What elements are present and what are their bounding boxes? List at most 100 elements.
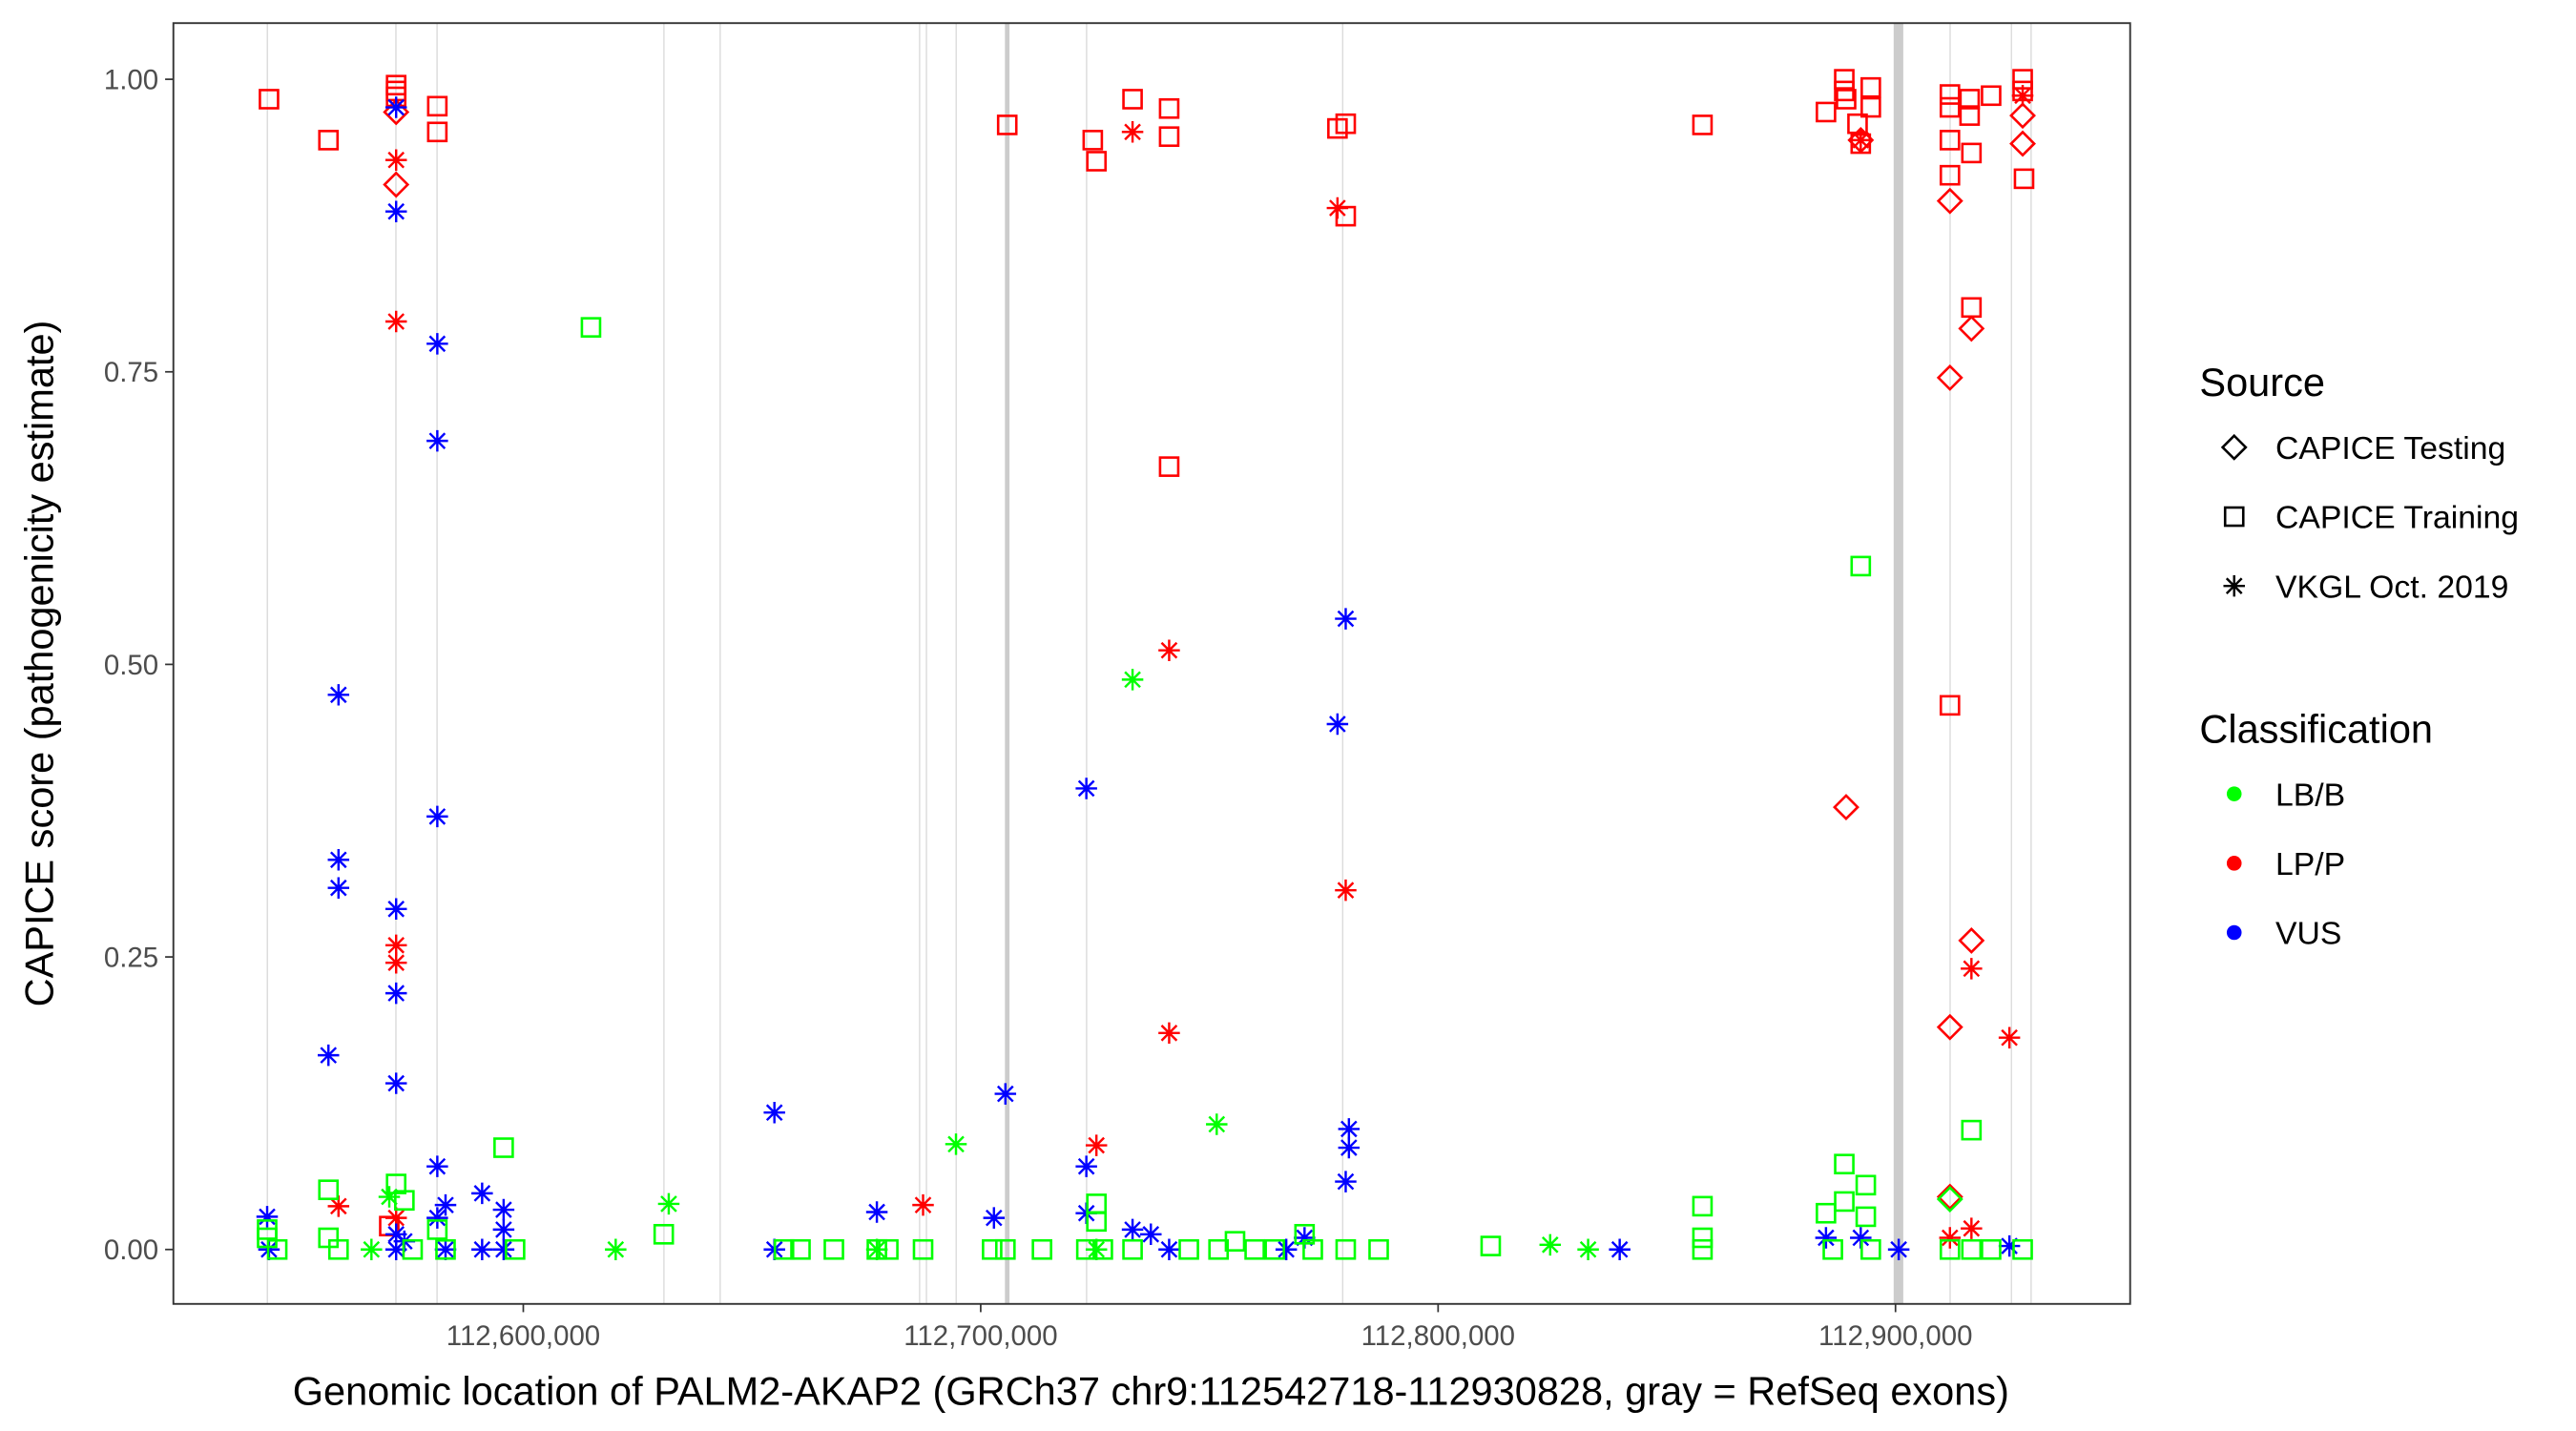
point-square xyxy=(1692,114,1714,135)
exon-band xyxy=(1086,23,1088,1304)
point-square xyxy=(1961,1119,1983,1141)
point-square xyxy=(1158,456,1180,477)
point-square xyxy=(823,1238,844,1260)
legend-source-label: CAPICE Training xyxy=(2275,500,2519,536)
point-square xyxy=(1834,1153,1855,1175)
point-asterisk xyxy=(1335,608,1357,630)
x-axis-title: Genomic location of PALM2-AKAP2 (GRCh37 … xyxy=(293,1368,2009,1413)
point-asterisk xyxy=(1158,639,1180,661)
x-tick-label: 112,700,000 xyxy=(904,1320,1057,1352)
point-square xyxy=(1961,1238,1983,1260)
point-asterisk xyxy=(1998,1234,2021,1257)
point-asterisk xyxy=(378,1186,401,1208)
point-square xyxy=(1692,1195,1714,1217)
point-asterisk xyxy=(1338,1136,1361,1159)
point-square xyxy=(1264,1238,1285,1260)
legend-color-dot-icon xyxy=(2226,786,2242,801)
point-asterisk xyxy=(1850,129,1872,152)
point-asterisk xyxy=(1335,879,1357,902)
point-square xyxy=(790,1238,811,1260)
legend-square-icon xyxy=(2223,506,2245,528)
point-asterisk xyxy=(1158,1022,1180,1045)
exon-band xyxy=(1893,23,1903,1304)
point-square xyxy=(1244,1238,1265,1260)
x-tick-label: 112,600,000 xyxy=(447,1320,600,1352)
point-asterisk xyxy=(1140,1223,1162,1246)
point-diamond xyxy=(2009,102,2036,130)
point-diamond xyxy=(1936,1186,1963,1213)
point-asterisk xyxy=(1121,121,1144,143)
point-asterisk xyxy=(1121,1218,1144,1241)
point-square xyxy=(1368,1238,1389,1260)
legend-color-dot-icon xyxy=(2226,924,2242,941)
y-tick-label: 0.50 xyxy=(104,650,158,681)
point-diamond xyxy=(1936,363,1963,391)
point-asterisk xyxy=(1887,1238,1910,1260)
point-asterisk xyxy=(865,1238,888,1260)
legend-asterisk-icon xyxy=(2223,574,2245,597)
point-asterisk xyxy=(471,1238,493,1260)
point-square xyxy=(1178,1238,1199,1260)
point-square xyxy=(580,317,602,338)
point-asterisk xyxy=(1961,1217,1983,1239)
point-asterisk xyxy=(763,1101,785,1124)
point-square xyxy=(426,95,448,117)
y-tick-label: 1.00 xyxy=(104,64,158,95)
y-tick-label: 0.25 xyxy=(104,942,158,973)
point-asterisk xyxy=(1206,1113,1228,1135)
legend-class-label: LP/P xyxy=(2275,846,2345,882)
point-asterisk xyxy=(1085,1238,1108,1260)
point-square xyxy=(394,1190,415,1212)
point-asterisk xyxy=(384,1238,407,1260)
point-asterisk xyxy=(426,1207,448,1229)
point-square xyxy=(1939,130,1961,151)
x-tick-label: 112,800,000 xyxy=(1361,1320,1515,1352)
point-square xyxy=(1850,555,1872,577)
point-asterisk xyxy=(1075,1155,1097,1177)
point-square xyxy=(994,1238,1016,1260)
point-square xyxy=(1335,113,1357,135)
point-square xyxy=(1816,101,1837,123)
point-diamond xyxy=(1936,187,1963,215)
point-square xyxy=(385,74,407,96)
point-square xyxy=(1224,1231,1246,1252)
point-asterisk xyxy=(327,684,350,706)
legend-diamond-icon xyxy=(2220,433,2248,461)
exon-band xyxy=(955,23,957,1304)
point-asterisk xyxy=(471,1182,493,1205)
point-asterisk xyxy=(384,1207,407,1229)
point-square xyxy=(1086,151,1108,172)
point-square xyxy=(1860,1238,1881,1260)
point-square xyxy=(505,1238,526,1260)
exon-band xyxy=(1341,23,1344,1304)
point-asterisk xyxy=(361,1238,383,1260)
point-square xyxy=(1122,89,1143,110)
point-square xyxy=(1860,96,1881,118)
point-asterisk xyxy=(426,805,448,828)
point-asterisk xyxy=(1335,1171,1357,1192)
point-asterisk xyxy=(1539,1234,1562,1256)
point-asterisk xyxy=(1577,1238,1599,1260)
point-square xyxy=(1959,105,1981,126)
point-square xyxy=(1158,97,1180,119)
point-asterisk xyxy=(1326,197,1349,219)
point-asterisk xyxy=(1085,1134,1108,1156)
point-square xyxy=(1692,1238,1714,1260)
point-diamond xyxy=(1847,126,1875,154)
exon-band xyxy=(1005,23,1010,1304)
point-asterisk xyxy=(1294,1227,1316,1249)
legend-source-label: CAPICE Testing xyxy=(2275,430,2505,467)
exon-band xyxy=(436,23,438,1304)
point-square xyxy=(1302,1238,1323,1260)
point-square xyxy=(2013,168,2035,190)
point-square xyxy=(327,1238,349,1260)
point-square xyxy=(1855,1174,1877,1196)
point-square xyxy=(1961,297,1983,319)
point-asterisk xyxy=(1326,713,1349,736)
point-asterisk xyxy=(1609,1238,1631,1260)
point-asterisk xyxy=(912,1193,934,1216)
point-diamond xyxy=(1936,1183,1963,1211)
point-square xyxy=(1480,1235,1502,1256)
exon-band xyxy=(1949,23,1951,1304)
